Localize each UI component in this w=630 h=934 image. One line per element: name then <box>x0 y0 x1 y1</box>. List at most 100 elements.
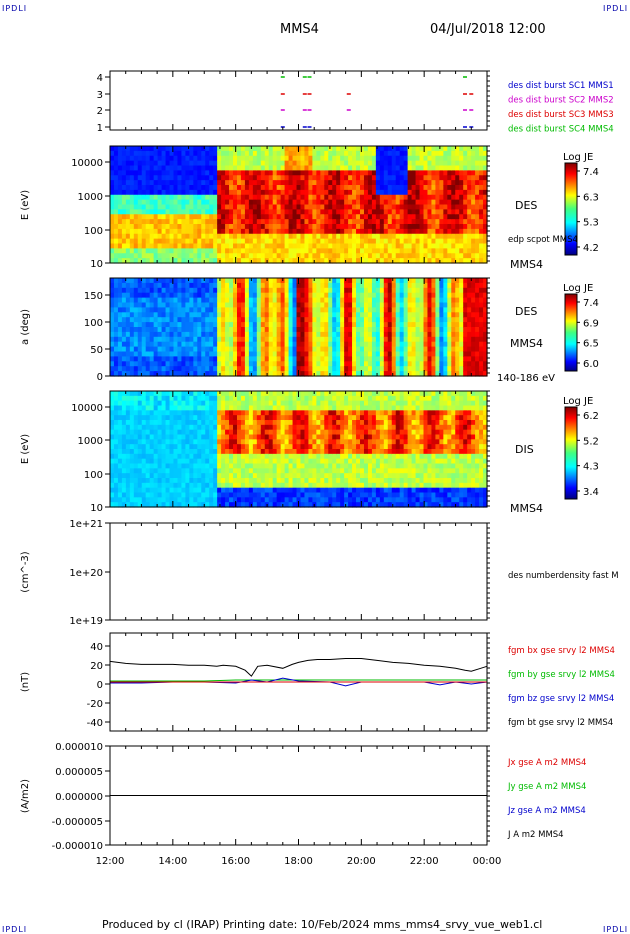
des-energy-cell <box>479 233 484 240</box>
des-pitch-cell <box>336 327 341 333</box>
des-energy-cell <box>256 233 262 240</box>
des-pitch-cell <box>403 282 409 289</box>
des-pitch-cell <box>328 307 333 313</box>
des-energy-cell <box>304 170 310 176</box>
des-pitch-cell <box>125 331 131 338</box>
des-energy-cell <box>205 155 210 162</box>
des-pitch-cell <box>209 287 214 294</box>
des-energy-cell <box>403 248 409 254</box>
des-pitch-cell <box>415 287 421 294</box>
dis-energy-cell <box>121 482 127 489</box>
des-pitch-cell <box>292 327 298 333</box>
des-energy-cell <box>439 224 444 230</box>
des-pitch-cell <box>344 371 349 377</box>
des-energy-cell <box>332 199 337 206</box>
des-energy-cell <box>236 204 242 210</box>
des-pitch-cell <box>352 297 357 304</box>
des-pitch-cell <box>324 307 329 313</box>
des-energy-cell <box>149 219 155 225</box>
des-energy-cell <box>348 243 353 249</box>
dis-energy-cell <box>189 497 194 503</box>
des-energy-cell <box>475 189 480 196</box>
dis-energy-cell <box>177 482 183 489</box>
des-energy-cell <box>427 165 433 171</box>
des-pitch-cell <box>181 292 186 299</box>
des-pitch-cell <box>272 292 278 299</box>
des-energy-cell <box>260 238 266 245</box>
des-energy-cell <box>379 209 385 215</box>
dis-energy-cell <box>213 420 218 426</box>
des-energy-cell <box>137 194 143 201</box>
dis-energy-cell <box>181 444 186 450</box>
des-energy-cell <box>316 233 321 240</box>
des-energy-cell <box>145 219 151 225</box>
des-energy-cell <box>483 248 488 254</box>
des-pitch-cell <box>117 287 123 294</box>
des-pitch-cell <box>419 366 425 372</box>
des-energy-cell <box>173 165 179 171</box>
des-pitch-cell <box>240 307 246 313</box>
des-energy-cell <box>348 175 353 181</box>
dis-energy-cell <box>221 478 226 484</box>
des-energy-cell <box>332 146 337 152</box>
des-pitch-cell <box>201 327 206 333</box>
des-energy-cell <box>423 155 429 162</box>
des-energy-cell <box>300 238 306 245</box>
des-energy-cell <box>447 233 452 240</box>
des-pitch-cell <box>213 336 218 343</box>
des-energy-cell <box>375 238 381 245</box>
des-energy-cell <box>149 258 155 264</box>
des-pitch-cell <box>423 366 429 372</box>
des-energy-cell <box>360 155 365 162</box>
des-pitch-cell <box>304 361 310 367</box>
des-energy-cell <box>272 233 278 240</box>
des-energy-cell <box>320 155 325 162</box>
des-energy-cell <box>165 204 171 210</box>
des-energy-cell <box>415 185 421 191</box>
des-energy-cell <box>383 165 389 171</box>
des-pitch-cell <box>360 287 365 294</box>
des-energy-cell <box>367 224 373 230</box>
des-energy-cell <box>113 170 119 176</box>
des-energy-cell <box>213 185 218 191</box>
des-energy-cell <box>439 214 444 220</box>
des-pitch-cell <box>463 341 468 348</box>
des-energy-cell <box>411 189 417 196</box>
des-pitch-cell <box>471 327 476 333</box>
des-energy-cell <box>149 146 155 152</box>
des-energy-cell <box>427 204 433 210</box>
des-pitch-cell <box>391 287 397 294</box>
des-energy-cell <box>284 228 290 235</box>
dis-energy-cell <box>141 473 147 479</box>
des-energy-cell <box>383 228 389 235</box>
des-pitch-cell <box>197 331 202 338</box>
des-pitch-cell <box>268 312 274 318</box>
des-energy-cell <box>312 224 317 230</box>
des-pitch-cell <box>415 297 421 304</box>
des-pitch-cell <box>193 366 198 372</box>
des-pitch-cell <box>399 351 405 357</box>
dis-energy-cell <box>177 429 183 436</box>
des-energy-cell <box>169 189 175 196</box>
des-pitch-cell <box>125 327 131 333</box>
des-energy-cell <box>356 170 361 176</box>
des-energy-cell <box>221 150 226 157</box>
des-pitch-cell <box>391 351 397 357</box>
des-energy-cell <box>467 185 472 191</box>
dis-energy-cell <box>137 429 143 436</box>
des-energy-cell <box>177 175 183 181</box>
des-energy-cell <box>324 146 329 152</box>
dis-energy-cell <box>181 502 186 508</box>
des-energy-cell <box>471 253 476 259</box>
des-pitch-cell <box>467 302 472 308</box>
des-energy-cell <box>272 165 278 171</box>
des-pitch-cell <box>137 356 143 362</box>
dis-energy-cell <box>113 391 119 397</box>
des-pitch-cell <box>431 366 437 372</box>
des-energy-cell <box>137 165 143 171</box>
dis-energy-cell <box>125 391 131 397</box>
des-energy-cell <box>169 199 175 206</box>
des-pitch-cell <box>252 346 258 353</box>
des-pitch-cell <box>467 366 472 372</box>
des-pitch-cell <box>367 278 373 284</box>
